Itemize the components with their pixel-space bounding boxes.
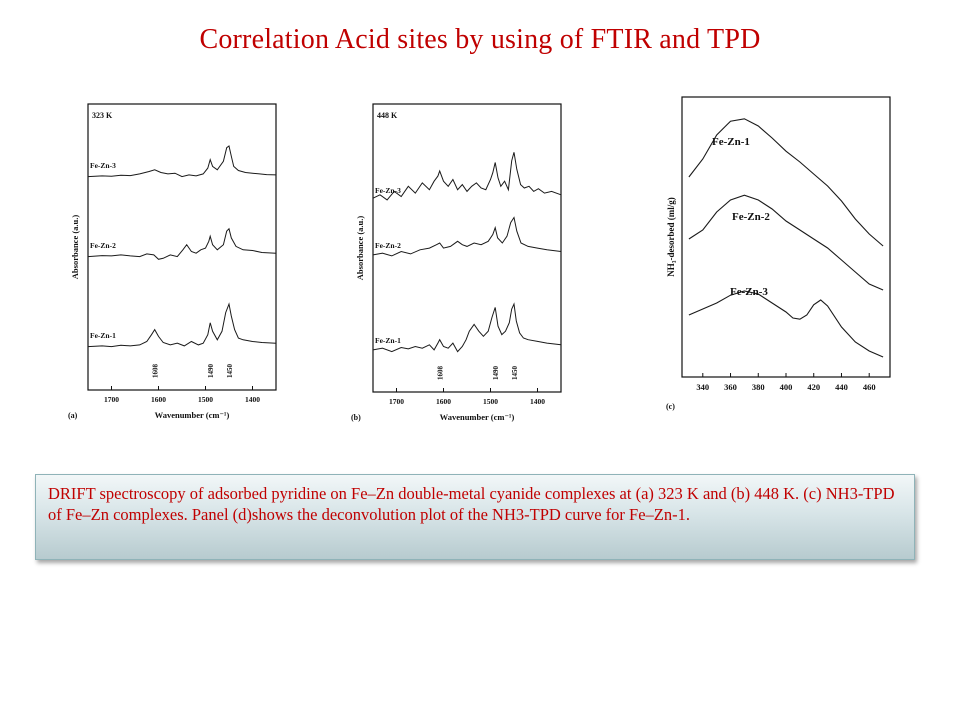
nh3-tpd-curve-fe-zn-2 xyxy=(688,194,884,291)
ftir-323k-curve-fe-zn-3 xyxy=(87,145,277,178)
ftir-323k-panel: 323 K Fe-Zn-3 Fe-Zn-2 Fe-Zn-1 1608 1490 1450 17… xyxy=(62,100,280,430)
caption-text: DRIFT spectroscopy of adsorbed pyridine … xyxy=(48,484,895,524)
ftir-448k-peak-label-1450: 1450 xyxy=(511,366,519,381)
nh3-tpd-tick-label: 460 xyxy=(863,382,876,392)
ftir-323k-series-label-fe-zn-3: Fe-Zn-3 xyxy=(90,161,116,170)
ftir-323k-peak-label-1450: 1450 xyxy=(226,364,234,379)
ftir-323k-series-label-fe-zn-1: Fe-Zn-1 xyxy=(90,331,116,340)
ftir-323k-tick-label: 1400 xyxy=(245,395,260,404)
ftir-448k-tick-label: 1400 xyxy=(530,397,545,406)
caption-box: DRIFT spectroscopy of adsorbed pyridine … xyxy=(35,474,915,560)
nh3-tpd-series-label-fe-zn-1: Fe-Zn-1 xyxy=(712,136,750,148)
nh3-tpd-panel-label: (c) xyxy=(666,402,675,411)
nh3-tpd-tick-label: 340 xyxy=(696,382,709,392)
ftir-448k-curve-fe-zn-1 xyxy=(372,302,562,353)
ftir-323k-y-axis-label: Absorbance (a.u.) xyxy=(70,215,80,280)
ftir-323k-peak-label-1490: 1490 xyxy=(207,364,215,379)
ftir-323k-plot-frame xyxy=(87,103,277,391)
nh3-tpd-tick-label: 380 xyxy=(752,382,765,392)
ftir-323k-series-label-fe-zn-2: Fe-Zn-2 xyxy=(90,241,116,250)
ftir-323k-curve-fe-zn-1 xyxy=(87,302,277,348)
ftir-448k-curve-fe-zn-2 xyxy=(372,216,562,257)
ftir-323k-chart: 323 K Fe-Zn-3 Fe-Zn-2 Fe-Zn-1 1608 1490 1450 17… xyxy=(68,103,277,420)
ftir-448k-tick-label: 1700 xyxy=(389,397,404,406)
ftir-448k-chart: 448 K Fe-Zn-3 Fe-Zn-2 Fe-Zn-1 1608 1490 1450 17… xyxy=(351,103,562,422)
nh3-tpd-tick-label: 440 xyxy=(835,382,848,392)
ftir-448k-series-label-fe-zn-3: Fe-Zn-3 xyxy=(375,186,401,195)
nh3-tpd-chart: Fe-Zn-1 Fe-Zn-2 Fe-Zn-3 340 360 380 400 420 440 4… xyxy=(666,96,891,411)
nh3-tpd-series-label-fe-zn-3: Fe-Zn-3 xyxy=(730,286,768,298)
ftir-448k-peak-label-1490: 1490 xyxy=(492,366,500,381)
ftir-448k-plot-frame xyxy=(372,103,562,393)
ftir-448k-y-axis-label: Absorbance (a.u.) xyxy=(355,216,365,281)
nh3-tpd-tick-label: 360 xyxy=(724,382,737,392)
nh3-tpd-curve-fe-zn-3 xyxy=(688,290,884,358)
nh3-tpd-y-axis-label: NH₃-desorbed (ml/g) xyxy=(666,197,676,276)
nh3-tpd-tick-label: 400 xyxy=(780,382,793,392)
ftir-323k-curve-fe-zn-2 xyxy=(87,227,277,260)
ftir-448k-curve-fe-zn-3 xyxy=(372,152,562,201)
ftir-323k-tick-label: 1700 xyxy=(104,395,119,404)
ftir-323k-tick-label: 1600 xyxy=(151,395,166,404)
nh3-tpd-series-label-fe-zn-2: Fe-Zn-2 xyxy=(732,211,770,223)
nh3-tpd-curve-fe-zn-1 xyxy=(688,118,884,247)
ftir-448k-series-label-fe-zn-2: Fe-Zn-2 xyxy=(375,241,401,250)
ftir-448k-series-label-fe-zn-1: Fe-Zn-1 xyxy=(375,336,401,345)
ftir-323k-x-axis-label: Wavenumber (cm⁻¹) xyxy=(155,410,230,420)
ftir-448k-panel-label: (b) xyxy=(351,413,361,422)
ftir-448k-tick-label: 1500 xyxy=(483,397,498,406)
ftir-323k-tick-label: 1500 xyxy=(198,395,213,404)
ftir-448k-peak-label-1608: 1608 xyxy=(437,366,445,381)
ftir-448k-temperature-label: 448 K xyxy=(377,111,398,120)
ftir-448k-panel: 448 K Fe-Zn-3 Fe-Zn-2 Fe-Zn-1 1608 1490 1450 17… xyxy=(345,100,565,430)
ftir-448k-tick-label: 1600 xyxy=(436,397,451,406)
ftir-323k-temperature-label: 323 K xyxy=(92,111,113,120)
ftir-448k-x-axis-label: Wavenumber (cm⁻¹) xyxy=(440,412,515,422)
ftir-323k-panel-label: (a) xyxy=(68,411,78,420)
nh3-tpd-panel: Fe-Zn-1 Fe-Zn-2 Fe-Zn-3 340 360 380 400 420 440 4… xyxy=(656,95,896,417)
nh3-tpd-tick-label: 420 xyxy=(807,382,820,392)
ftir-323k-peak-label-1608: 1608 xyxy=(152,364,160,379)
slide-title: Correlation Acid sites by using of FTIR … xyxy=(199,24,761,55)
